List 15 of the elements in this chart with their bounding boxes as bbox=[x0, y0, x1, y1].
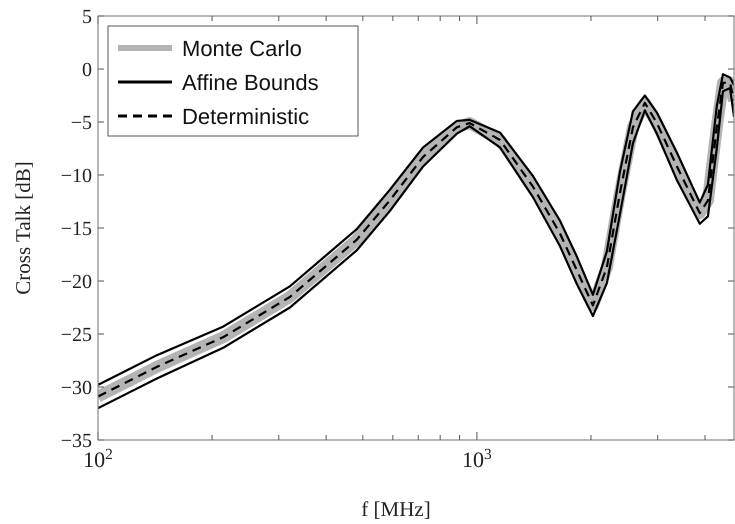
legend-label: Monte Carlo bbox=[182, 36, 302, 61]
y-tick-label: −35 bbox=[60, 430, 92, 452]
y-tick-label: −20 bbox=[60, 271, 92, 293]
legend-label: Affine Bounds bbox=[182, 70, 319, 95]
x-axis-title: f [MHz] bbox=[361, 497, 431, 521]
y-tick-label: −30 bbox=[60, 377, 92, 399]
y-tick-label: −5 bbox=[70, 112, 92, 134]
legend-label: Deterministic bbox=[182, 104, 310, 129]
y-tick-label: −10 bbox=[60, 165, 92, 187]
y-tick-label: −25 bbox=[60, 324, 92, 346]
x-tick-label: 10$^{3}$ bbox=[462, 446, 492, 472]
y-tick-label: −15 bbox=[60, 218, 92, 240]
y-axis-title: Cross Talk [dB] bbox=[11, 161, 35, 295]
y-tick-label: 5 bbox=[82, 6, 92, 28]
y-tick-label: 0 bbox=[82, 59, 92, 81]
